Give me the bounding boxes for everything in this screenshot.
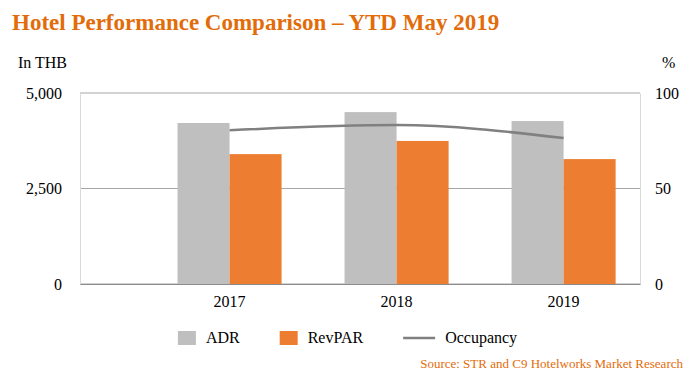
bar [230,154,282,284]
legend-label: RevPAR [308,329,364,346]
bar [564,159,616,284]
y-axis: 0 2,500 5,000 [26,85,81,293]
chart-svg: 0 2,500 5,000 0 50 100 2017 2018 2019 Hotel Perfo… [0,0,695,380]
y2-tick: 0 [640,276,663,293]
y-tick: 2,500 [26,180,80,197]
x-tick-label: 2018 [381,293,413,310]
x-axis: 2017 2018 2019 [81,284,641,310]
legend-swatch [280,331,298,345]
x-tick-label: 2017 [214,293,246,310]
plot-area [178,112,616,284]
y2-axis-title: % [662,54,675,71]
y-tick: 0 [54,276,80,293]
legend-item: ADR [178,329,240,346]
legend-label: Occupancy [445,329,517,347]
legend-item: Occupancy [403,329,517,347]
bar [345,112,397,284]
legend: ADR RevPAR Occupancy [178,329,517,347]
y2-tick: 100 [640,85,679,102]
y-tick-label: 2,500 [26,180,62,197]
legend-item: RevPAR [280,329,364,346]
x-tick: 2018 [381,284,413,310]
chart-container: 0 2,500 5,000 0 50 100 2017 2018 2019 Hotel Perfo… [0,0,695,380]
y2-tick: 50 [640,180,671,197]
bar [178,123,230,284]
x-tick-label: 2019 [548,293,580,310]
bar-series [178,112,564,284]
x-tick: 2017 [214,284,246,310]
source: Source: STR and C9 Hotelworks Market Res… [420,356,683,371]
y-axis-line [80,94,81,285]
title: Hotel Performance Comparison – YTD May 2… [12,10,499,35]
line-series [230,125,564,138]
y2-tick-label: 0 [655,276,663,293]
legend-swatch [178,331,196,345]
y2-axis: 0 50 100 [640,85,679,293]
y-tick-label: 0 [54,276,62,293]
y-axis-title: In THB [18,54,67,71]
x-axis-line [81,284,641,285]
y-tick-label: 5,000 [26,85,62,102]
bar-series [230,141,616,284]
legend-label: ADR [206,329,240,346]
grid-line [80,93,640,94]
y2-axis-line [640,94,641,285]
y-tick: 5,000 [26,85,80,102]
x-tick: 2019 [548,284,580,310]
y2-tick-label: 50 [655,180,671,197]
grid [80,93,640,284]
bar [397,141,449,284]
y2-tick-label: 100 [655,85,679,102]
bar [512,121,564,284]
legend-swatch [403,337,435,340]
